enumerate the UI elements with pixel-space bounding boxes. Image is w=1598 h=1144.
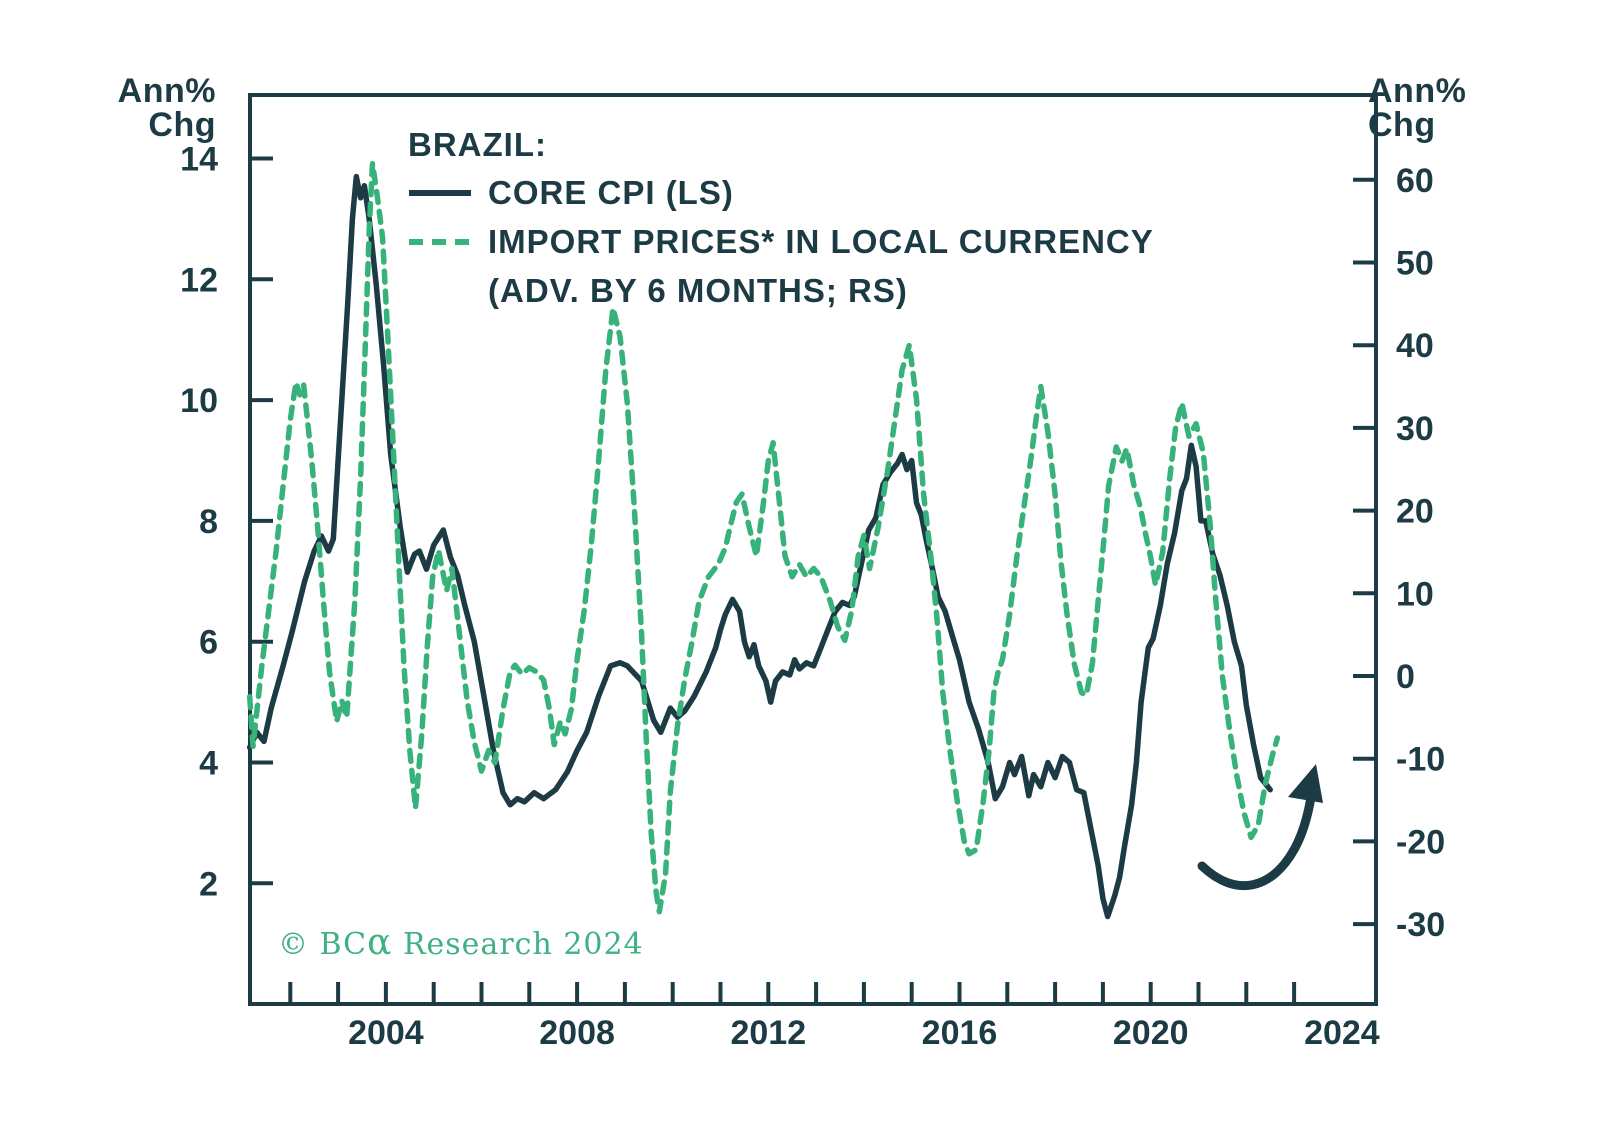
left-axis-title-line1: Ann%	[117, 72, 216, 110]
left-axis-tick-label: 4	[199, 745, 218, 783]
x-axis-year-label: 2016	[922, 1014, 998, 1052]
x-axis-year-label: 2004	[348, 1014, 424, 1052]
right-axis-tick-label: 30	[1396, 410, 1434, 448]
right-axis-tick-label: 10	[1396, 575, 1434, 613]
solid-line-swatch-icon	[409, 190, 471, 197]
x-axis-year-label: 2024	[1304, 1014, 1380, 1052]
up-arrow-annotation-head	[1288, 764, 1323, 803]
legend-heading: BRAZIL:	[408, 126, 547, 163]
left-axis-tick-label: 10	[180, 382, 218, 420]
left-axis-tick-label: 14	[180, 141, 218, 179]
right-axis-tick-label: -20	[1396, 823, 1445, 861]
copyright-suffix: Research 2024	[392, 927, 644, 962]
legend-item-import-prices: IMPORT PRICES* IN LOCAL CURRENCY	[408, 221, 1154, 264]
legend: BRAZIL: CORE CPI (LS) IMPORT PRICES* IN …	[408, 126, 1154, 313]
left-axis-tick-label: 6	[199, 624, 218, 662]
legend-item-core-cpi: CORE CPI (LS)	[408, 172, 1154, 215]
up-arrow-annotation	[1197, 792, 1316, 891]
x-axis-year-label: 2012	[730, 1014, 806, 1052]
left-axis-title: Ann% Chg	[98, 74, 216, 142]
right-axis-tick-label: -30	[1396, 906, 1445, 944]
copyright-prefix: © BC	[278, 927, 368, 962]
plot-frame	[248, 93, 1378, 1006]
left-axis-tick-label: 2	[199, 865, 218, 903]
legend-label-import-prices-line2: (ADV. BY 6 MONTHS; RS)	[488, 271, 908, 309]
legend-label-core-cpi: CORE CPI (LS)	[488, 174, 734, 211]
right-axis-tick-label: 0	[1396, 658, 1415, 696]
copyright-note: © BCα Research 2024	[278, 922, 644, 963]
right-axis-title-line1: Ann%	[1368, 72, 1467, 110]
right-axis-tick-label: 60	[1396, 162, 1434, 200]
right-axis-tick-label: -10	[1396, 741, 1445, 779]
right-axis-tick-label: 50	[1396, 245, 1434, 283]
left-axis-tick-label: 12	[180, 261, 218, 299]
right-axis-tick-label: 40	[1396, 327, 1434, 365]
right-axis-title: Ann% Chg	[1368, 74, 1488, 142]
legend-item-import-prices-line2: (ADV. BY 6 MONTHS; RS)	[488, 270, 1154, 313]
x-axis-year-label: 2020	[1113, 1014, 1189, 1052]
left-axis-title-line2: Chg	[148, 106, 216, 144]
import-prices-line	[246, 160, 1281, 915]
dashed-line-swatch-icon	[409, 239, 471, 246]
x-axis-year-label: 2008	[539, 1014, 615, 1052]
legend-label-import-prices: IMPORT PRICES* IN LOCAL CURRENCY	[488, 222, 1154, 260]
core-cpi-line	[246, 173, 1273, 920]
right-axis-tick-label: 20	[1396, 493, 1434, 531]
right-axis-title-line2: Chg	[1368, 106, 1436, 144]
copyright-alpha: α	[367, 922, 393, 963]
left-axis-tick-label: 8	[199, 503, 218, 541]
